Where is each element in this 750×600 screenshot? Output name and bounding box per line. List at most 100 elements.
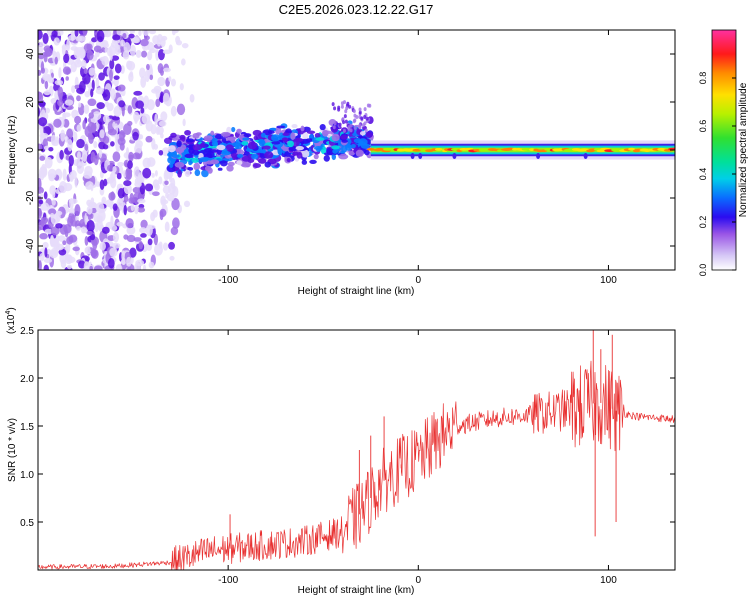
spectrogram-blob	[236, 153, 244, 158]
spectrogram-blob	[76, 162, 85, 174]
spectrogram-blob	[314, 132, 321, 138]
spectrogram-blob	[305, 138, 314, 143]
spectrogram-blob	[343, 114, 347, 119]
spectrogram-blob	[184, 169, 191, 177]
spectrogram-blob	[333, 121, 337, 126]
spectrogram-blob	[275, 126, 282, 135]
spectrogram-blob	[158, 120, 167, 127]
spectrogram-blob	[112, 231, 120, 243]
spectrogram-blob	[86, 205, 93, 215]
spectrogram-blob	[126, 234, 136, 243]
spectrogram-blob	[126, 60, 133, 70]
tone-dip	[583, 153, 588, 159]
spectrogram-blob	[171, 154, 180, 159]
spectrogram-blob	[94, 51, 100, 58]
spectrogram-blob	[48, 146, 54, 152]
tone-segment	[375, 147, 385, 151]
spectrogram-blob	[301, 159, 308, 165]
spectrogram-blob	[93, 155, 99, 166]
spectrogram-blob	[358, 110, 362, 115]
spectrogram-blob	[82, 30, 88, 37]
spectrogram-x-tick-label: -100	[218, 275, 238, 286]
spectrogram-blob	[139, 67, 146, 79]
spectrogram-blob	[121, 250, 125, 262]
spectrogram-blob	[92, 238, 98, 250]
spectrogram-blob	[38, 44, 44, 56]
colorbar-tick-label: 0.0	[698, 264, 708, 277]
spectrogram-blob	[344, 143, 352, 151]
spectrogram-blob	[47, 168, 57, 180]
spectrogram-blob	[93, 212, 100, 223]
spectrogram-blob	[38, 226, 42, 231]
spectrogram-blob	[38, 143, 43, 151]
spectrogram-blob	[140, 107, 145, 114]
spectrogram-blob	[291, 124, 298, 129]
spectrogram-blob	[62, 112, 71, 118]
spectrogram-blob	[176, 103, 186, 116]
spectrogram-blob	[75, 225, 81, 231]
spectrogram-blob	[71, 85, 76, 94]
spectrogram-blob	[129, 247, 137, 258]
spectrogram-blob	[331, 102, 335, 107]
spectrogram-blob	[170, 78, 177, 87]
spectrogram-blob	[123, 180, 132, 187]
spectrogram-blob	[40, 202, 50, 211]
spectrogram-blob	[352, 109, 356, 114]
spectrogram-blob	[149, 74, 154, 81]
spectrogram-blob	[349, 128, 353, 133]
spectrogram-blob	[188, 147, 195, 155]
spectrogram-blob	[240, 162, 251, 168]
spectrogram-blob	[58, 92, 63, 102]
spectrogram-blob	[64, 99, 74, 106]
spectrogram-blob	[40, 163, 47, 177]
spectrogram-blob	[99, 241, 106, 251]
tone-segment	[521, 147, 531, 151]
spectrogram-blob	[144, 183, 154, 192]
spectrogram-blob	[49, 212, 55, 219]
spectrogram-blob	[271, 141, 281, 145]
spectrogram-blob	[62, 168, 67, 181]
spectrogram-blob	[165, 192, 169, 199]
spectrogram-blob	[133, 90, 143, 96]
spectrogram-blob	[242, 137, 250, 141]
spectrogram-blob	[117, 84, 126, 92]
spectrogram-blob	[95, 202, 105, 214]
spectrogram-blob	[193, 162, 201, 171]
spectrogram-blob	[55, 223, 63, 229]
spectrogram-blob	[39, 233, 48, 240]
spectrogram-blob	[158, 241, 163, 249]
spectrogram-blob	[40, 61, 45, 72]
spectrogram-blob	[133, 237, 142, 242]
spectrogram-blob	[89, 233, 96, 241]
spectrogram-blob	[290, 132, 296, 140]
spectrogram-blob	[315, 137, 325, 141]
spectrogram-blob	[169, 255, 175, 261]
spectrogram-blob	[105, 199, 114, 208]
spectrogram-y-tick-label: 20	[25, 96, 36, 108]
spectrogram-blob	[338, 153, 349, 160]
spectrogram-blob	[55, 136, 59, 143]
spectrogram-blob	[66, 128, 74, 140]
spectrogram-blob	[113, 75, 120, 80]
spectrogram-blob	[262, 145, 271, 150]
spectrogram-blob	[42, 51, 51, 57]
spectrogram-blob	[96, 102, 105, 110]
spectrogram-blob	[142, 167, 152, 179]
spectrogram-blob	[62, 240, 67, 246]
spectrogram-blob	[127, 120, 133, 126]
spectrogram-blob	[313, 153, 319, 160]
spectrogram-blob	[76, 151, 81, 161]
spectrogram-blob	[123, 42, 131, 53]
spectrogram-blob	[101, 196, 107, 205]
spectrogram-blob	[175, 35, 181, 44]
spectrogram-blob	[51, 190, 56, 199]
spectrogram-blob	[103, 30, 112, 38]
spectrogram-y-tick-label: -20	[25, 190, 36, 205]
spectrogram-blob	[220, 131, 231, 137]
spectrogram-blob	[211, 141, 218, 147]
spectrogram-blob	[253, 135, 259, 141]
spectrogram-blob	[181, 43, 189, 49]
spectrogram-blob	[316, 147, 322, 153]
spectrogram-blob	[355, 149, 364, 157]
spectrogram-blob	[241, 140, 248, 146]
